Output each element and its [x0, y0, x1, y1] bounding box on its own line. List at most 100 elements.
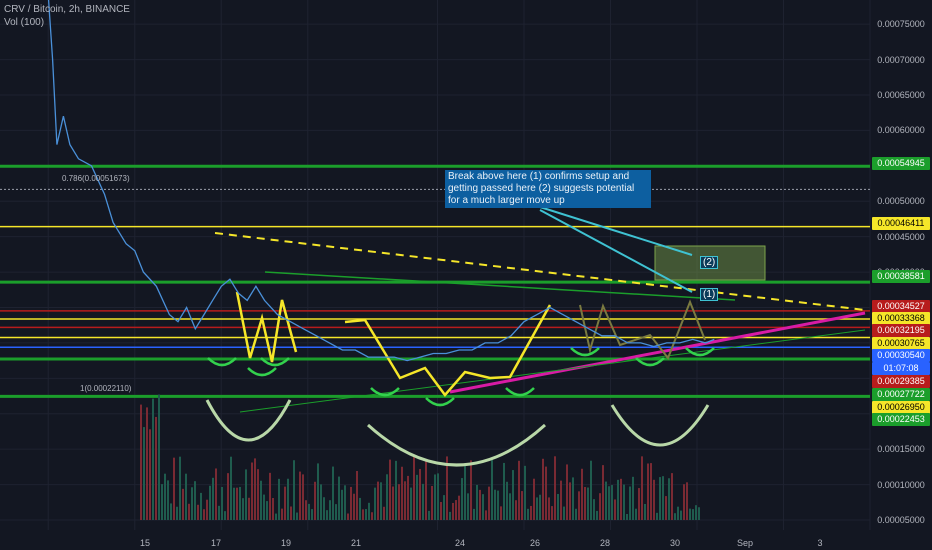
volume-bar — [413, 455, 415, 520]
volume-bar — [377, 481, 379, 520]
volume-bar — [464, 464, 466, 520]
volume-bar — [146, 407, 148, 520]
pattern-right — [579, 299, 706, 360]
price-tag: 0.00038581 — [872, 270, 930, 283]
volume-bar — [434, 474, 436, 520]
volume-bar — [575, 508, 577, 520]
volume-bar — [452, 502, 454, 520]
volume-bar — [659, 477, 661, 520]
volume-bar — [641, 456, 643, 520]
volume-bar — [656, 512, 658, 520]
volume-bar — [404, 481, 406, 520]
volume-bar — [602, 465, 604, 520]
volume-bar — [356, 470, 358, 520]
time-axis-tick: 3 — [817, 538, 823, 548]
resistance-trendline — [264, 271, 736, 301]
volume-bar — [401, 466, 403, 520]
volume-bar — [551, 506, 553, 520]
volume-bar — [695, 505, 697, 520]
volume-bar — [638, 488, 640, 520]
volume-bar — [140, 404, 142, 520]
arrow-to-1 — [539, 209, 693, 293]
volume-bar — [431, 485, 433, 520]
volume-bar — [296, 512, 298, 520]
volume-bar — [383, 506, 385, 520]
volume-bar — [494, 489, 496, 520]
volume-bar — [590, 460, 592, 520]
volume-bar — [221, 486, 223, 520]
volume-bar — [215, 468, 217, 520]
price-axis-tick: 0.00045000 — [877, 231, 925, 242]
drawings — [205, 206, 866, 467]
fib-label-1: 1(0.00022110) — [80, 384, 132, 393]
volume-bar — [605, 481, 607, 520]
fib-label-786: 0.786(0.00051673) — [62, 174, 130, 183]
volume-bar — [419, 468, 421, 520]
volume-bar — [275, 513, 277, 520]
price-axis-tick: 0.00070000 — [877, 54, 925, 65]
volume-bar — [335, 504, 337, 520]
volume-bar — [260, 480, 262, 520]
volume-bar — [281, 508, 283, 520]
time-axis-tick: 30 — [669, 538, 681, 548]
volume-bar — [614, 499, 616, 520]
volume-bar — [173, 457, 175, 520]
volume-bar — [206, 499, 208, 520]
price-tag: 01:07:08 — [872, 362, 930, 375]
volume-bar — [545, 466, 547, 520]
volume-bar — [302, 474, 304, 520]
volume-bar — [152, 398, 154, 520]
volume-bar — [536, 497, 538, 520]
volume-bar — [539, 494, 541, 520]
volume-bar — [428, 510, 430, 520]
volume-bar — [491, 459, 493, 520]
volume-bar — [554, 456, 556, 520]
handle-7 — [635, 357, 665, 367]
volume-bar — [290, 506, 292, 520]
volume-bar — [581, 468, 583, 520]
volume-bar — [449, 511, 451, 520]
handle-3 — [370, 387, 400, 397]
handle-2 — [260, 357, 290, 367]
price-axis-tick: 0.00075000 — [877, 19, 925, 30]
volume-bar — [650, 463, 652, 520]
volume-bar — [365, 509, 367, 520]
volume-bar — [599, 493, 601, 520]
cup-right — [610, 404, 710, 447]
pattern-middle — [344, 304, 552, 397]
volume-bar — [257, 469, 259, 520]
arrow-to-2 — [539, 206, 693, 256]
volume-bar — [239, 486, 241, 520]
volume-indicator-label: Vol (100) — [4, 17, 45, 28]
time-axis-tick: 26 — [529, 538, 541, 548]
time-axis-tick: 28 — [599, 538, 611, 548]
volume-bar — [515, 500, 517, 520]
volume-bar — [188, 503, 190, 520]
price-axis-tick: 0.00065000 — [877, 90, 925, 100]
time-axis-tick: 17 — [210, 538, 222, 548]
volume-bar — [167, 480, 169, 520]
volume-bar — [557, 493, 559, 520]
volume-bar — [320, 484, 322, 520]
volume-bar — [632, 476, 634, 520]
volume-bar — [308, 503, 310, 520]
price-axis-tick: 0.00060000 — [877, 125, 925, 136]
volume-bar — [254, 458, 256, 520]
volume-bar — [149, 429, 151, 520]
price-axis-tick: 0.00005000 — [877, 515, 925, 525]
volume-bar — [662, 476, 664, 520]
volume-bar — [497, 490, 499, 520]
volume-bar — [443, 495, 445, 520]
volume-bar — [512, 470, 514, 520]
volume-bar — [668, 478, 670, 520]
volume-bar — [437, 473, 439, 520]
volume-bar — [407, 475, 409, 520]
volume-bar — [416, 474, 418, 520]
volume-bar — [161, 484, 163, 520]
volume-bar — [467, 493, 469, 520]
volume-bar — [182, 488, 184, 520]
price-tag: 0.00033368 — [872, 312, 930, 325]
volume-bar — [629, 486, 631, 520]
volume-bar — [620, 478, 622, 520]
volume-bar — [299, 471, 301, 520]
